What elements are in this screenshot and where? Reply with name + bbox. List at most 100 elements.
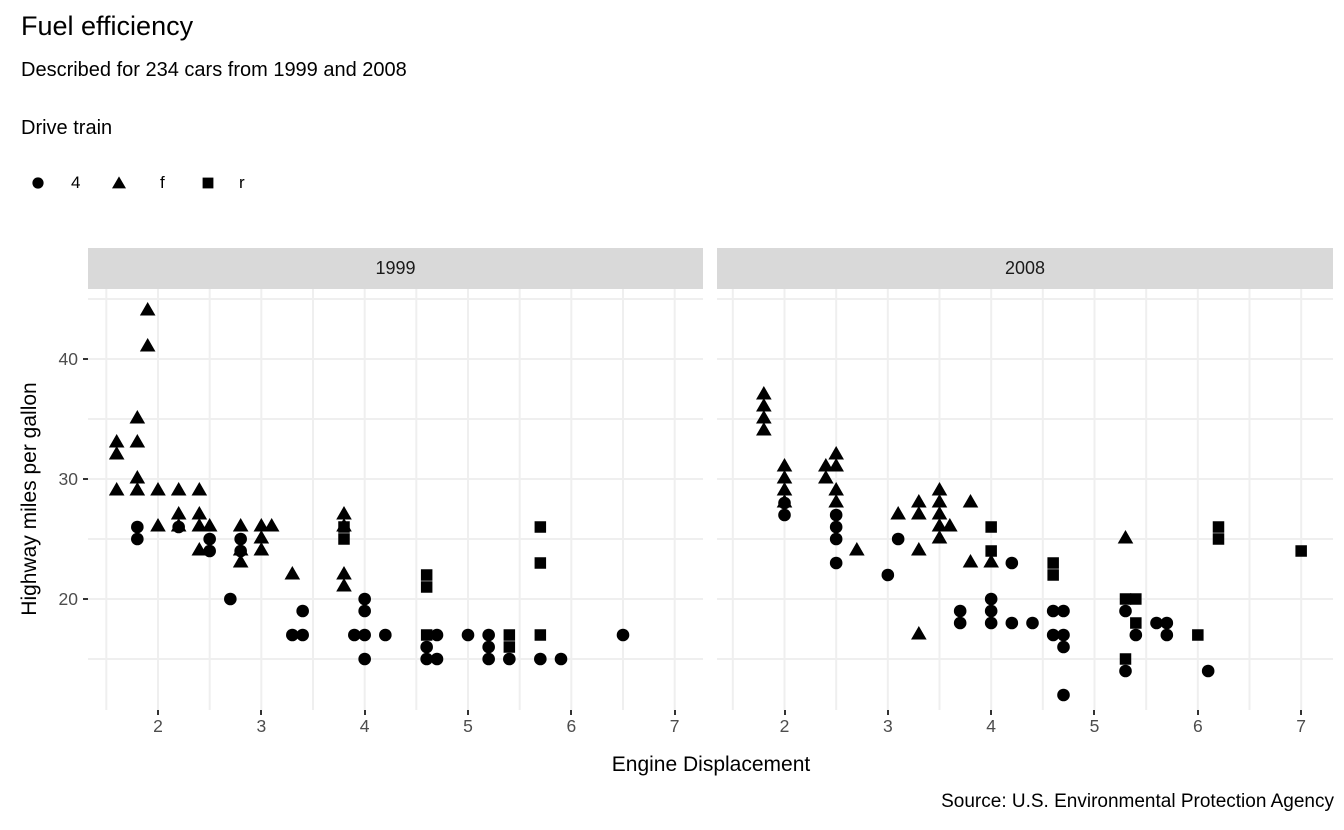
data-point-triangle (129, 482, 146, 496)
x-tick-mark (886, 710, 889, 715)
data-point-circle (984, 616, 998, 630)
data-point-triangle (911, 542, 927, 556)
x-tick-label: 7 (1296, 716, 1307, 736)
data-point-circle (1057, 688, 1070, 702)
data-point-square (985, 545, 997, 557)
data-point-square (1119, 593, 1132, 605)
data-point-triangle (191, 518, 208, 532)
data-point-triangle (776, 482, 793, 496)
data-point-circle (1005, 616, 1019, 630)
data-point-triangle (756, 398, 772, 412)
data-point-square (420, 629, 433, 641)
data-point-triangle (931, 482, 948, 496)
data-point-circle (1150, 616, 1163, 630)
data-point-triangle (232, 554, 249, 568)
y-tick-label: 40 (58, 349, 78, 369)
legend-square-icon (202, 177, 214, 189)
data-point-circle (203, 532, 216, 546)
x-tick-mark (157, 710, 159, 715)
data-point-triangle (191, 542, 208, 556)
legend-title: Drive train (21, 117, 113, 139)
data-point-triangle (911, 626, 927, 640)
data-point-triangle (150, 518, 166, 532)
facet-panel-1999 (88, 289, 703, 710)
x-tick-mark (260, 710, 263, 715)
data-point-circle (829, 508, 843, 522)
data-point-triangle (253, 518, 270, 532)
data-point-circle (1057, 604, 1070, 618)
data-point-circle (224, 592, 237, 606)
data-point-circle (1046, 628, 1060, 642)
data-point-circle (984, 604, 998, 618)
data-point-triangle (818, 458, 834, 472)
data-point-circle (430, 652, 444, 666)
data-point-circle (131, 532, 144, 546)
facet-panel-2008 (717, 289, 1333, 710)
data-point-square (420, 569, 433, 581)
data-point-square (1119, 653, 1132, 665)
data-point-circle (829, 556, 843, 570)
data-point-circle (358, 652, 371, 666)
data-point-circle (534, 652, 547, 666)
x-tick-mark (1093, 710, 1096, 715)
data-point-square (338, 533, 350, 545)
data-point-circle (1046, 604, 1060, 618)
data-point-circle (503, 652, 516, 666)
data-point-triangle (108, 446, 125, 460)
data-point-circle (203, 544, 216, 558)
x-tick-mark (466, 710, 469, 715)
data-point-triangle (150, 482, 166, 496)
caption: Source: U.S. Environmental Protection Ag… (941, 791, 1334, 812)
data-point-triangle (931, 518, 948, 532)
data-point-circle (778, 508, 791, 522)
data-point-circle (953, 604, 967, 618)
data-point-circle (984, 592, 998, 606)
data-point-triangle (129, 470, 146, 484)
data-point-square (1047, 557, 1059, 569)
data-point-triangle (962, 554, 979, 568)
x-tick-label: 3 (256, 716, 267, 736)
data-point-circle (1057, 628, 1070, 642)
x-tick-mark (1300, 710, 1303, 715)
data-point-triangle (263, 518, 280, 532)
data-point-circle (1026, 616, 1039, 630)
data-point-circle (482, 640, 495, 654)
data-point-circle (461, 628, 475, 642)
data-point-circle (1201, 664, 1215, 678)
data-point-circle (1119, 604, 1132, 618)
x-tick-label: 7 (669, 716, 680, 736)
data-point-triangle (232, 542, 249, 556)
data-point-triangle (191, 482, 208, 496)
data-point-triangle (253, 530, 270, 544)
data-point-square (420, 581, 433, 593)
y-tick-mark (83, 598, 88, 600)
data-point-triangle (170, 506, 187, 520)
data-point-circle (296, 604, 309, 618)
data-point-circle (1119, 664, 1132, 678)
data-point-triangle (336, 578, 352, 592)
data-point-triangle (253, 542, 270, 556)
legend-label-r: r (239, 173, 245, 192)
data-point-square (503, 629, 516, 641)
data-point-triangle (284, 566, 301, 580)
data-point-square (1130, 593, 1142, 605)
data-point-circle (482, 628, 495, 642)
x-tick-label: 2 (153, 716, 163, 736)
x-tick-mark (363, 710, 366, 715)
x-tick-label: 6 (566, 716, 577, 736)
x-tick-label: 4 (359, 716, 370, 736)
data-point-square (503, 641, 516, 653)
data-point-square (1130, 617, 1142, 629)
data-point-triangle (962, 494, 979, 508)
data-point-triangle (108, 482, 125, 496)
y-tick-label: 20 (58, 589, 78, 609)
data-point-triangle (931, 494, 948, 508)
data-point-square (1047, 569, 1059, 581)
y-tick-mark (83, 478, 88, 480)
data-point-triangle (942, 518, 958, 532)
data-point-circle (1160, 616, 1174, 630)
x-tick-label: 2 (779, 716, 790, 736)
data-point-circle (829, 532, 843, 546)
x-tick-mark (673, 710, 676, 715)
